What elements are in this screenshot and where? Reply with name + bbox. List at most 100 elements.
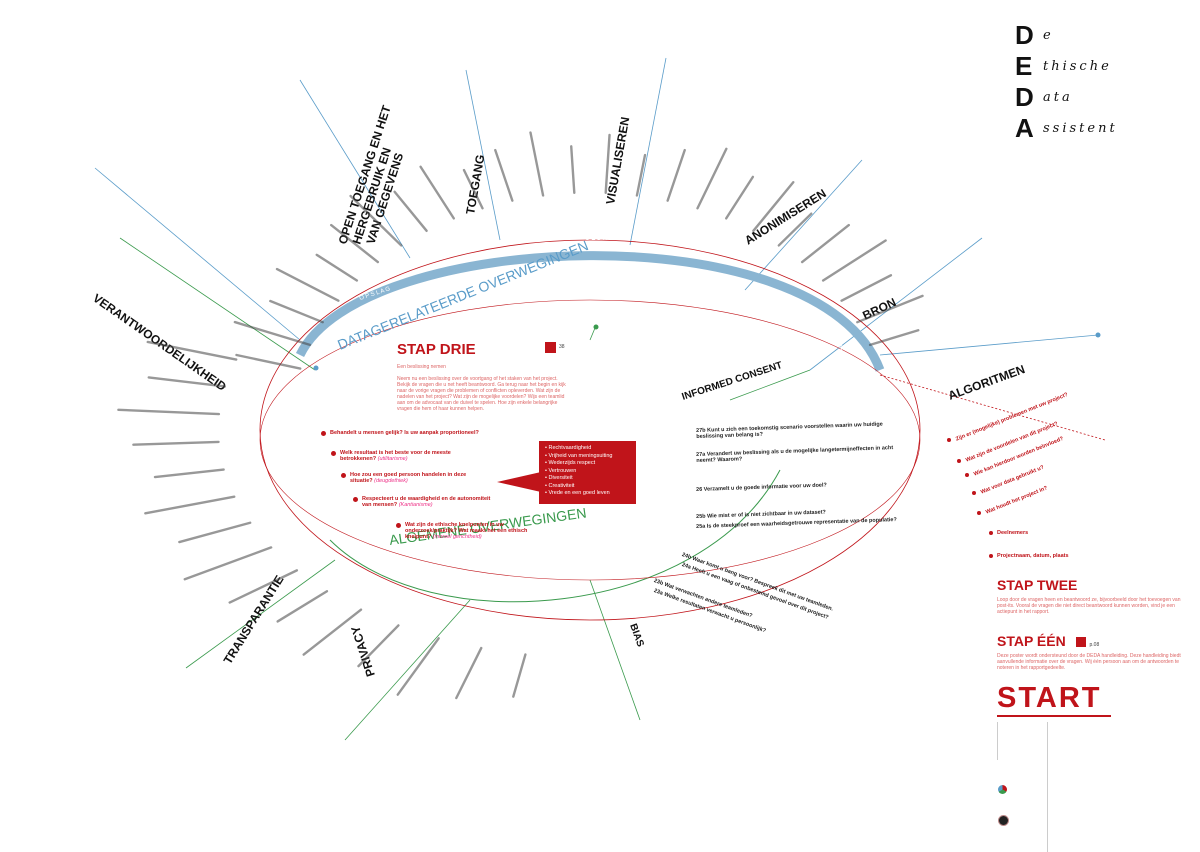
question-hint: (utilitarisme) bbox=[377, 456, 408, 462]
question-stroke bbox=[302, 608, 363, 656]
question-stroke bbox=[696, 147, 728, 210]
category-toegang: TOEGANG bbox=[463, 154, 487, 216]
stap-een-page: p.08 bbox=[1089, 642, 1100, 648]
question-text: Welk resultaat is het beste voor de mees… bbox=[340, 450, 451, 462]
value-item: Vertrouwen bbox=[545, 468, 630, 476]
question-stroke bbox=[635, 153, 647, 197]
logo-cap: D bbox=[1015, 82, 1034, 112]
question-text: Wat zijn de ethische knelpunten in uw on… bbox=[405, 522, 528, 540]
stap-drie-subtitle: Een beslissing nemen bbox=[397, 364, 446, 370]
question-stroke bbox=[349, 194, 403, 247]
node-dot bbox=[1095, 332, 1101, 338]
utrecht-data-school-logo bbox=[998, 785, 1007, 794]
question-stroke bbox=[419, 165, 456, 220]
value-item: Wederzijds respect bbox=[545, 460, 630, 468]
radial-lines bbox=[94, 57, 1106, 741]
category-algoritmen: ALGORITMEN bbox=[946, 362, 1027, 403]
green-general-arc bbox=[329, 469, 781, 603]
question-stroke bbox=[275, 267, 340, 302]
question-stroke bbox=[604, 133, 611, 195]
question-dot bbox=[947, 438, 951, 442]
question-stroke bbox=[868, 329, 920, 347]
values-box: Rechtvaardigheid Vrijheid van meningsuit… bbox=[539, 441, 636, 504]
question-hint: (deugdethiek) bbox=[374, 478, 408, 484]
logo-cap: D bbox=[1015, 20, 1034, 50]
stap-drie-question: Welk resultaat is het beste voor de mees… bbox=[331, 450, 470, 462]
value-item: Rechtvaardigheid bbox=[545, 445, 630, 453]
question-stroke bbox=[183, 546, 273, 581]
question-stroke bbox=[821, 239, 887, 282]
question-stroke bbox=[777, 212, 813, 247]
logo-rest: ssistent bbox=[1043, 121, 1118, 136]
stap-drie-question: Respecteert u de waardigheid en de auton… bbox=[353, 496, 492, 508]
question-stroke bbox=[800, 223, 851, 264]
question-dot bbox=[957, 459, 961, 463]
stap-drie-section: STAP DRIE Een beslissing nemen Neem nu e… bbox=[397, 341, 567, 412]
question-stroke bbox=[144, 495, 236, 515]
node-dot bbox=[593, 324, 599, 330]
question-text: Behandelt u mensen gelijk? Is uw aanpak … bbox=[330, 430, 479, 436]
stap-een-body: Deze poster wordt ondersteund door de DE… bbox=[997, 653, 1181, 671]
inner-red-ellipse bbox=[259, 299, 921, 581]
category-transparantie: TRANSPARANTIE bbox=[221, 573, 287, 667]
question-stroke bbox=[117, 408, 221, 416]
question-stroke bbox=[455, 646, 483, 700]
question-hint: (Kantianisme) bbox=[398, 502, 433, 508]
stap-drie-title: STAP DRIE bbox=[397, 341, 476, 358]
book-icon bbox=[545, 342, 556, 353]
question-stroke bbox=[529, 131, 545, 197]
speech-pointer bbox=[497, 472, 541, 492]
stap-drie-body: Neem nu een beslissing over de voortgang… bbox=[397, 376, 566, 412]
question-dot bbox=[989, 531, 993, 535]
logo-cap: A bbox=[1015, 113, 1034, 143]
question-stroke bbox=[393, 190, 428, 233]
question-dot bbox=[989, 554, 993, 558]
category-bias: BIAS bbox=[627, 622, 646, 649]
category-informed-consent: INFORMED CONSENT bbox=[681, 360, 784, 403]
question-stroke bbox=[840, 274, 893, 302]
stap-een-title: STAP ÉÉN p.08 bbox=[997, 633, 1182, 649]
question-stroke bbox=[724, 175, 755, 220]
question-stroke bbox=[228, 569, 299, 604]
question-stroke bbox=[666, 148, 686, 202]
logo-rest: thische bbox=[1043, 59, 1112, 74]
stap-twee-body: Loop door de vragen heen en beantwoord z… bbox=[997, 597, 1181, 615]
question-stroke bbox=[752, 181, 795, 233]
question-stroke bbox=[494, 148, 514, 202]
question-stroke bbox=[512, 653, 527, 698]
question-stroke bbox=[269, 299, 324, 324]
stap-een-section: STAP ÉÉN p.08 Deze poster wordt onderste… bbox=[997, 633, 1182, 671]
question-stroke bbox=[235, 353, 302, 370]
question-dot bbox=[972, 491, 976, 495]
question-stroke bbox=[396, 637, 440, 696]
question-stroke bbox=[132, 440, 220, 446]
logo-rest: e bbox=[1043, 28, 1054, 43]
question-text: Hoe zou een goed persoon handelen in dez… bbox=[350, 472, 467, 484]
question-stroke bbox=[276, 590, 329, 623]
stap-twee-title: STAP TWEE bbox=[997, 577, 1078, 593]
value-item: Creativiteit bbox=[545, 483, 630, 491]
question-stroke bbox=[153, 468, 225, 479]
question-dot bbox=[977, 511, 981, 515]
stap-drie-question: Wat zijn de ethische knelpunten in uw on… bbox=[396, 522, 545, 540]
node-dot bbox=[313, 365, 319, 371]
question-stroke bbox=[357, 624, 400, 668]
value-item: Diversiteit bbox=[545, 475, 630, 483]
blue-data-arc bbox=[295, 251, 885, 372]
stap-drie-page: 38 bbox=[559, 344, 565, 350]
credits-block bbox=[997, 722, 1043, 760]
question-stroke bbox=[315, 253, 359, 282]
question-fan-lines bbox=[117, 131, 924, 700]
credits-block bbox=[1047, 722, 1108, 852]
stap-drie-question: Hoe zou een goed persoon handelen in dez… bbox=[341, 472, 470, 484]
right-question: Projectnaam, datum, plaats bbox=[997, 553, 1069, 559]
stap-twee-section: STAP TWEE Loop door de vragen heen en be… bbox=[997, 577, 1182, 615]
question-stroke bbox=[329, 223, 380, 264]
question-hint: (moreel gerichtheid) bbox=[432, 534, 482, 540]
